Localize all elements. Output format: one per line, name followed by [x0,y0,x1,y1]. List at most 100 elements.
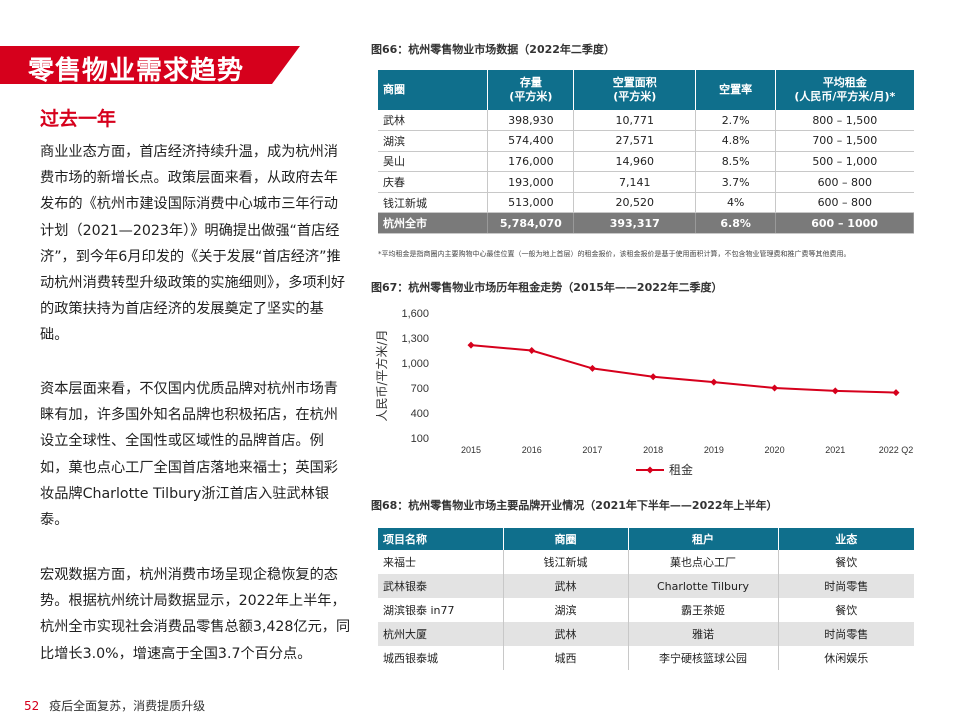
table-cell: 霸王茶姬 [628,598,779,622]
table-cell: 398,930 [487,110,575,132]
table-row: 武林 398,930 10,771 2.7% 800 – 1,500 [378,110,914,132]
footer-text: 疫后全面复苏，消费提质升级 [49,699,206,713]
table-cell: 雅诺 [628,622,779,646]
fig67-title: 图67：杭州零售物业市场历年租金走势（2015年——2022年二季度） [371,281,723,294]
y-tick-label: 1,000 [401,358,429,370]
page-title: 零售物业需求趋势 [28,56,245,86]
fig68-table: 项目名称 商圈 租户 业态 来福士 钱江新城 菓也点心工厂 餐饮 武林银泰 武林… [378,528,914,670]
table-cell: 休闲娱乐 [778,646,914,670]
table-cell: 600 – 800 [775,192,914,214]
title-banner: 零售物业需求趋势 [0,46,300,86]
y-tick-label: 400 [411,408,429,420]
table-cell: 8.5% [695,151,777,173]
y-tick-label: 700 [411,383,429,395]
table-cell: 393,317 [573,212,697,235]
table-cell: 湖滨 [503,598,629,622]
data-point [892,389,900,397]
column-header: 空置面积 (平方米) [573,70,697,110]
table-cell: 574,400 [487,130,575,152]
data-point [467,341,475,349]
table-cell: 菓也点心工厂 [628,550,779,574]
column-header: 业态 [778,528,914,550]
table-cell: 6.8% [695,212,777,235]
x-tick-label: 2018 [643,445,663,455]
data-point [649,373,657,381]
y-tick-label: 1,600 [401,308,429,320]
column-header: 商圈 [503,528,629,550]
table-cell: 武林 [503,574,629,598]
table-cell: 800 – 1,500 [775,110,914,132]
column-header: 空置率 [695,70,777,110]
table-cell: 城西银泰城 [378,646,504,670]
table-header-row: 项目名称 商圈 租户 业态 [378,528,914,550]
data-point [588,364,596,372]
table-row: 城西银泰城 城西 李宁硬核篮球公园 休闲娱乐 [378,646,914,670]
page-number: 52 [24,699,40,713]
x-tick-label: 2022 Q2 [879,445,914,455]
table-cell: 4.8% [695,130,777,152]
x-tick-label: 2019 [704,445,724,455]
table-header-row: 商圈 存量 (平方米) 空置面积 (平方米) 空置率 平均租金 (人民币/平方米… [378,70,914,110]
legend-marker [646,466,654,474]
column-header: 平均租金 (人民币/平方米/月)* [775,70,914,110]
table-cell: 李宁硬核篮球公园 [628,646,779,670]
x-tick-label: 2017 [582,445,602,455]
table-cell: 庆春 [378,171,489,193]
table-cell: 武林 [503,622,629,646]
y-axis-label: 人民币/平方米/月 [374,329,389,421]
paragraph-1: 商业业态方面，首店经济持续升温，成为杭州消费市场的新增长点。政策层面来看，从政府… [40,144,346,344]
table-cell: 513,000 [487,192,575,214]
table-row: 湖滨银泰 in77 湖滨 霸王茶姬 餐饮 [378,598,914,622]
column-header: 项目名称 [378,528,504,550]
table-total-row: 杭州全市 5,784,070 393,317 6.8% 600 – 1000 [378,212,914,235]
table-cell: 杭州大厦 [378,622,504,646]
fig66-title: 图66：杭州零售物业市场数据（2022年二季度） [371,43,615,56]
table-cell: 27,571 [573,130,697,152]
table-cell: 杭州全市 [378,212,489,235]
table-cell: 餐饮 [778,598,914,622]
legend-label: 租金 [669,462,693,477]
table-cell: 20,520 [573,192,697,214]
data-point [771,384,779,392]
y-tick-label: 1,300 [401,333,429,345]
table-cell: 时尚零售 [778,622,914,646]
table-row: 湖滨 574,400 27,571 4.8% 700 – 1,500 [378,130,914,152]
data-point [831,387,839,395]
x-tick-label: 2015 [461,445,481,455]
table-row: 钱江新城 513,000 20,520 4% 600 – 800 [378,192,914,214]
table-cell: 176,000 [487,151,575,173]
table-cell: 吴山 [378,151,489,173]
data-point [710,378,718,386]
table-cell: 600 – 1000 [775,212,914,235]
table-cell: 193,000 [487,171,575,193]
table-row: 来福士 钱江新城 菓也点心工厂 餐饮 [378,550,914,574]
fig68-title: 图68：杭州零售物业市场主要品牌开业情况（2021年下半年——2022年上半年） [371,499,778,512]
table-cell: 武林银泰 [378,574,504,598]
table-cell: Charlotte Tilbury [628,574,779,598]
section-subtitle: 过去一年 [40,108,117,130]
table-cell: 2.7% [695,110,777,132]
table-cell: 湖滨银泰 in77 [378,598,504,622]
column-header: 商圈 [378,70,489,110]
table-cell: 城西 [503,646,629,670]
table-cell: 钱江新城 [503,550,629,574]
table-cell: 时尚零售 [778,574,914,598]
x-tick-label: 2016 [522,445,542,455]
banner-shape [0,46,300,84]
paragraph-2: 资本层面来看，不仅国内优质品牌对杭州市场青睐有加，许多国外知名品牌也积极拓店，在… [40,381,338,529]
table-cell: 武林 [378,110,489,132]
paragraph-3: 宏观数据方面，杭州消费市场呈现企稳恢复的态势。根据杭州统计局数据显示，2022年… [40,567,351,662]
column-header: 存量 (平方米) [487,70,575,110]
table-cell: 600 – 800 [775,171,914,193]
table-cell: 餐饮 [778,550,914,574]
table-row: 庆春 193,000 7,141 3.7% 600 – 800 [378,171,914,193]
rent-line-chart: 人民币/平方米/月 1,600 1,300 1,000 700 400 100 2015 201… [374,308,914,477]
table-row: 杭州大厦 武林 雅诺 时尚零售 [378,622,914,646]
table-cell: 来福士 [378,550,504,574]
table-cell: 3.7% [695,171,777,193]
table-cell: 4% [695,192,777,214]
series-line [470,344,897,394]
table-cell: 湖滨 [378,130,489,152]
table-cell: 14,960 [573,151,697,173]
data-point [528,347,536,354]
